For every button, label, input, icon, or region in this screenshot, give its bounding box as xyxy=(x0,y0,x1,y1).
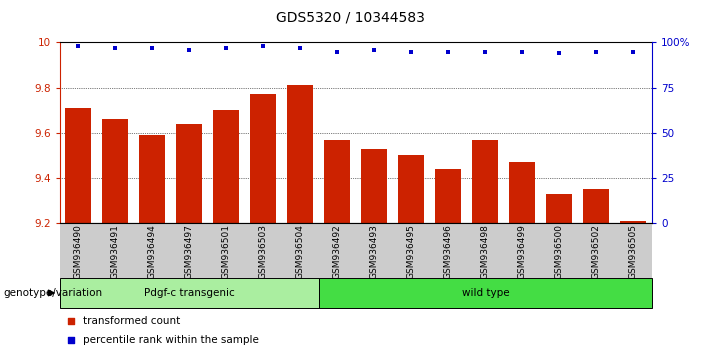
Bar xyxy=(139,135,165,223)
Point xyxy=(221,45,232,51)
Text: wild type: wild type xyxy=(461,288,509,298)
Bar xyxy=(510,162,536,223)
Bar xyxy=(398,155,424,223)
Point xyxy=(517,48,528,54)
Bar xyxy=(65,108,91,223)
Point xyxy=(109,45,121,51)
Point xyxy=(184,47,195,52)
Point xyxy=(257,43,268,49)
Bar xyxy=(102,119,128,223)
Bar xyxy=(319,278,652,308)
Point xyxy=(554,51,565,56)
Bar xyxy=(325,139,350,223)
Point xyxy=(294,45,306,51)
Text: GDS5320 / 10344583: GDS5320 / 10344583 xyxy=(276,11,425,25)
Bar xyxy=(213,110,239,223)
Text: transformed count: transformed count xyxy=(83,316,181,326)
Bar xyxy=(176,124,202,223)
Bar xyxy=(60,278,319,308)
Bar xyxy=(546,194,572,223)
Point xyxy=(406,48,417,54)
Point xyxy=(369,47,380,52)
Text: Pdgf-c transgenic: Pdgf-c transgenic xyxy=(144,288,235,298)
Bar xyxy=(472,139,498,223)
Point xyxy=(66,337,77,343)
Point xyxy=(591,48,602,54)
Bar xyxy=(287,85,313,223)
Text: percentile rank within the sample: percentile rank within the sample xyxy=(83,335,259,345)
Bar xyxy=(435,169,461,223)
Point xyxy=(147,45,158,51)
Bar xyxy=(250,95,276,223)
Point xyxy=(443,48,454,54)
Point xyxy=(332,48,343,54)
Text: genotype/variation: genotype/variation xyxy=(4,288,102,298)
Bar xyxy=(620,221,646,223)
Point xyxy=(66,318,77,324)
Point xyxy=(479,48,491,54)
Bar xyxy=(361,149,387,223)
Bar xyxy=(583,189,609,223)
Point xyxy=(628,48,639,54)
Point xyxy=(72,43,83,49)
